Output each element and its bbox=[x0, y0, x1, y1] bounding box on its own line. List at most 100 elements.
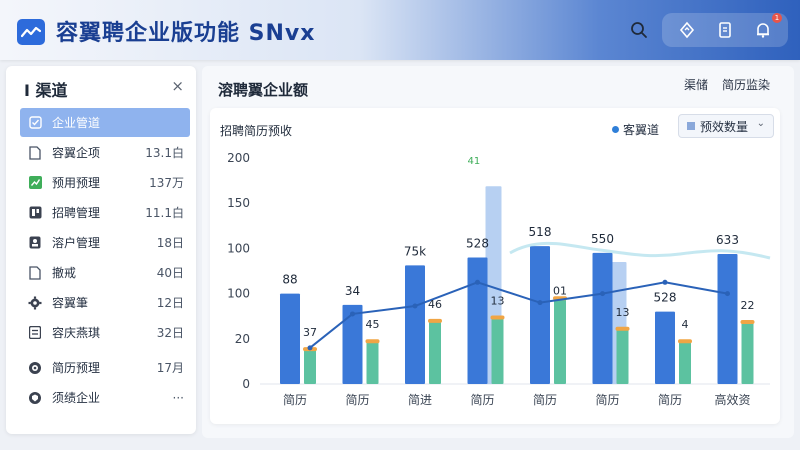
metric-swatch-icon bbox=[687, 122, 695, 130]
sidebar-item-count: 32日 bbox=[156, 326, 184, 340]
bar-primary bbox=[467, 257, 488, 384]
sidebar-item-label: 溶户管理 bbox=[52, 236, 101, 250]
header-tool-group: 1 bbox=[662, 13, 788, 47]
x-tick-label: 简历 bbox=[345, 393, 369, 407]
sidebar-item-0[interactable]: 企业管道 bbox=[20, 108, 190, 137]
chart-legend[interactable]: 客翼道 bbox=[612, 121, 659, 138]
bar-primary bbox=[405, 265, 425, 384]
secondary-value-label: 46 bbox=[428, 298, 442, 311]
bar-value-label: 75k bbox=[404, 244, 426, 258]
app-title: 容翼聘企业版功能 SNvx bbox=[56, 21, 316, 46]
trend-point bbox=[600, 291, 605, 297]
bell-icon[interactable]: 1 bbox=[746, 13, 782, 47]
x-tick-label: 简历 bbox=[470, 393, 494, 407]
y-tick-label: 20 bbox=[235, 332, 250, 346]
search-icon[interactable] bbox=[622, 13, 656, 47]
x-tick-label: 高效资 bbox=[714, 392, 750, 407]
user-card-icon bbox=[28, 236, 42, 250]
secondary-value-label: 37 bbox=[303, 326, 317, 339]
trend-point bbox=[537, 300, 543, 306]
bar-primary bbox=[280, 293, 300, 384]
sidebar-item-1[interactable]: 容翼企项 13.1白 bbox=[20, 138, 190, 167]
line-value-label: 01 bbox=[553, 285, 567, 298]
sidebar-item-label: 企业管道 bbox=[52, 116, 101, 130]
channel-sidebar: I 渠道 × 企业管道 容翼企项 13.1白 预用预理 137万 招聘管理 11… bbox=[6, 66, 196, 434]
bar-marker bbox=[428, 318, 442, 323]
chevron-down-icon: ⌄ bbox=[756, 118, 765, 129]
refresh-icon[interactable] bbox=[670, 13, 704, 47]
sidebar-item-label: 须绩企业 bbox=[52, 391, 101, 405]
metric-select[interactable]: 预效数量 ⌄ bbox=[678, 114, 774, 138]
bar-secondary bbox=[679, 342, 691, 384]
bar-marker bbox=[740, 319, 755, 324]
chart-icon bbox=[28, 176, 42, 190]
trend-point bbox=[475, 279, 480, 285]
main-links: 渠储 简历监染 bbox=[684, 76, 770, 93]
close-icon[interactable]: × bbox=[171, 77, 184, 95]
sidebar-item-6[interactable]: 容翼筆 12日 bbox=[20, 288, 190, 317]
metric-select-value: 预效数量 bbox=[700, 119, 749, 134]
more-icon[interactable]: ··· bbox=[172, 390, 184, 405]
gear-icon bbox=[28, 296, 42, 310]
check-square-icon bbox=[28, 116, 42, 130]
bar-primary bbox=[530, 246, 550, 384]
trend-wave bbox=[509, 241, 771, 260]
trend-point bbox=[412, 303, 418, 309]
sidebar-item-2[interactable]: 预用预理 137万 bbox=[20, 168, 190, 197]
bar-marker bbox=[615, 326, 630, 331]
y-tick-label: 0 bbox=[242, 377, 250, 391]
shield-icon bbox=[28, 391, 42, 405]
board-icon bbox=[28, 206, 42, 220]
sidebar-item-3[interactable]: 招聘管理 11.1白 bbox=[20, 198, 190, 227]
bar-secondary bbox=[554, 299, 566, 384]
sidebar-item-count: 40日 bbox=[156, 266, 184, 280]
x-tick-label: 简历 bbox=[658, 393, 682, 407]
sidebar-item-9[interactable]: 须绩企业 ··· bbox=[20, 383, 190, 412]
legend-dot-icon bbox=[612, 126, 619, 133]
notification-badge: 1 bbox=[772, 13, 782, 23]
sidebar-item-label: 容庆燕琪 bbox=[52, 326, 101, 340]
trend-point bbox=[307, 345, 313, 351]
sidebar-item-count: 137万 bbox=[149, 176, 184, 190]
document-icon[interactable] bbox=[708, 13, 742, 47]
sidebar-item-count: 12日 bbox=[156, 296, 184, 310]
sidebar-item-4[interactable]: 溶户管理 18日 bbox=[20, 228, 190, 257]
sidebar-item-count: 13.1白 bbox=[145, 146, 184, 160]
sidebar-header: I 渠道 × bbox=[24, 77, 186, 100]
sidebar-item-label: 简历预理 bbox=[52, 361, 101, 375]
grid-icon bbox=[28, 326, 42, 340]
bar-secondary bbox=[741, 322, 754, 384]
y-tick-label: 150 bbox=[227, 196, 250, 210]
file-icon bbox=[28, 265, 42, 280]
document-icon bbox=[28, 145, 42, 160]
sidebar-item-8[interactable]: 简历预理 17月 bbox=[20, 353, 190, 382]
sidebar-item-count: 18日 bbox=[156, 236, 184, 250]
sidebar-list: 企业管道 容翼企项 13.1白 预用预理 137万 招聘管理 11.1白 溶户管… bbox=[20, 108, 190, 413]
sidebar-item-5[interactable]: 撤戒 40日 bbox=[20, 258, 190, 287]
bar-value-label: 34 bbox=[345, 284, 360, 298]
sidebar-item-count: 11.1白 bbox=[145, 206, 184, 220]
bar-marker bbox=[365, 339, 380, 344]
legend-label: 客翼道 bbox=[623, 123, 660, 137]
y-tick-label: 100 bbox=[227, 241, 250, 255]
main-panel: 溶聘翼企业额 渠储 简历监染 200 150 100 100 20 0 88 34 75k 528… bbox=[202, 66, 794, 438]
bar-value-label: 528 bbox=[654, 291, 677, 305]
y-tick-label: 200 bbox=[227, 151, 250, 165]
sidebar-item-label: 撤戒 bbox=[52, 266, 77, 280]
secondary-value-label: 4 bbox=[682, 318, 689, 331]
bar-value-label: 633 bbox=[716, 233, 739, 247]
bar-marker bbox=[490, 315, 505, 320]
sidebar-item-count: 17月 bbox=[156, 361, 184, 375]
sidebar-item-7[interactable]: 容庆燕琪 32日 bbox=[20, 318, 190, 347]
link-channel[interactable]: 渠储 bbox=[683, 78, 708, 92]
app-logo-icon bbox=[17, 19, 45, 45]
trend-point bbox=[725, 291, 730, 297]
trend-line bbox=[309, 281, 728, 349]
sidebar-title-text: 渠道 bbox=[35, 81, 68, 100]
chart-title: 招聘简历预收 bbox=[220, 124, 293, 138]
x-tick-label: 简历 bbox=[283, 393, 307, 407]
link-resume-monitor[interactable]: 简历监染 bbox=[721, 78, 770, 92]
secondary-value-label: 45 bbox=[366, 318, 380, 331]
x-tick-label: 简历 bbox=[595, 393, 619, 407]
